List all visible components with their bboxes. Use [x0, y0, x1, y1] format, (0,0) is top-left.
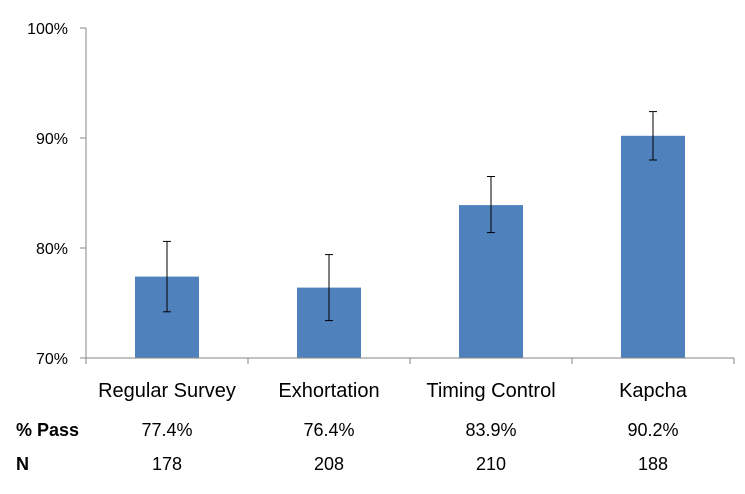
- error-bar: [325, 254, 333, 322]
- table-row-label: N: [16, 454, 29, 474]
- y-tick-label: 70%: [36, 351, 68, 368]
- error-bar: [487, 176, 495, 234]
- bar: [621, 135, 685, 358]
- table-cell: 83.9%: [465, 420, 516, 440]
- table-cell: 76.4%: [303, 420, 354, 440]
- table-cell: 210: [476, 454, 506, 474]
- table-cell: 77.4%: [141, 420, 192, 440]
- error-bars: [163, 111, 657, 322]
- error-bar: [649, 111, 657, 161]
- y-tick-label: 100%: [27, 21, 68, 38]
- table-row-label: % Pass: [16, 420, 79, 440]
- x-tick-label: Exhortation: [278, 380, 379, 402]
- x-tick-label: Timing Control: [426, 380, 555, 402]
- x-axis: Regular Survey Exhortation Timing Control K…: [85, 357, 735, 402]
- y-tick-label: 90%: [36, 131, 68, 148]
- table-cell: 178: [152, 454, 182, 474]
- table-cell: 208: [314, 454, 344, 474]
- table-cell: 90.2%: [627, 420, 678, 440]
- error-bar: [163, 240, 171, 313]
- y-tick-label: 80%: [36, 241, 68, 258]
- bars: [135, 135, 685, 358]
- table-cell: 188: [638, 454, 668, 474]
- data-table: % Pass 77.4% 76.4% 83.9% 90.2% N 178 208 210 188: [16, 420, 679, 474]
- y-axis: 70% 80% 90% 100%: [27, 21, 87, 368]
- x-tick-label: Kapcha: [619, 380, 688, 402]
- x-tick-label: Regular Survey: [98, 380, 236, 402]
